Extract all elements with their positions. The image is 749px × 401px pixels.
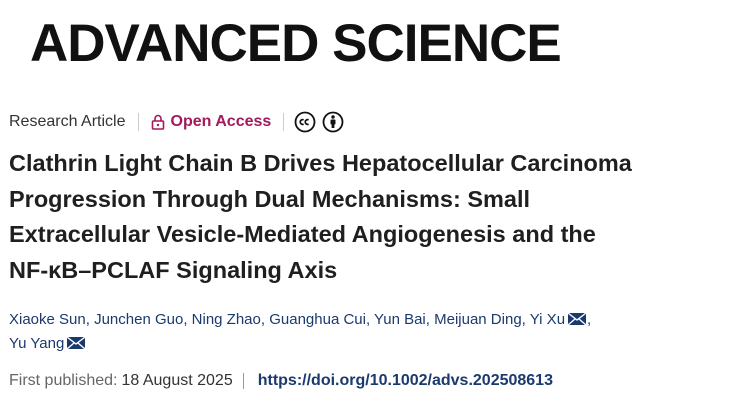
author-name: Xiaoke Sun bbox=[9, 311, 86, 328]
author-name: Junchen Guo bbox=[94, 311, 184, 328]
author[interactable]: Guanghua Cui bbox=[269, 311, 366, 328]
publication-info: First published: 18 August 2025 https://… bbox=[9, 372, 553, 390]
author-line: Yu Yang bbox=[9, 332, 591, 356]
author[interactable]: Yu Yang bbox=[9, 335, 86, 352]
published-date: 18 August 2025 bbox=[122, 373, 244, 389]
author-name: Meijuan Ding bbox=[434, 311, 522, 328]
author[interactable]: Xiaoke Sun bbox=[9, 311, 86, 328]
open-access-label: Open Access bbox=[170, 113, 272, 130]
article-title: Clathrin Light Chain B Drives Hepatocell… bbox=[9, 146, 632, 288]
author-name: Yi Xu bbox=[529, 311, 566, 328]
title-line: Clathrin Light Chain B Drives Hepatocell… bbox=[9, 150, 632, 176]
author-separator: , bbox=[260, 311, 266, 328]
article-meta: Research Article Open Access bbox=[9, 110, 344, 134]
author-name: Guanghua Cui bbox=[269, 311, 366, 328]
author-separator: , bbox=[521, 311, 526, 328]
cc-icon bbox=[294, 111, 316, 133]
author-separator: , bbox=[365, 311, 371, 328]
title-line: NF-κB–PCLAF Signaling Axis bbox=[9, 256, 338, 283]
author-separator: , bbox=[85, 311, 90, 328]
title-line: Extracellular Vesicle-Mediated Angiogene… bbox=[9, 221, 596, 247]
envelope-flap bbox=[66, 336, 86, 350]
author-separator: , bbox=[425, 311, 430, 328]
author-list: Xiaoke Sun, Junchen Guo, Ning Zhao, Guan… bbox=[9, 308, 591, 356]
author[interactable]: Meijuan Ding bbox=[434, 311, 522, 328]
open-access[interactable]: Open Access bbox=[139, 113, 285, 131]
author[interactable]: Yi Xu bbox=[530, 311, 587, 328]
email-icon[interactable] bbox=[66, 336, 86, 350]
lock-icon bbox=[151, 114, 164, 130]
article-type: Research Article bbox=[9, 113, 139, 131]
author-separator: , bbox=[587, 311, 592, 328]
author-line: Xiaoke Sun, Junchen Guo, Ning Zhao, Guan… bbox=[9, 308, 591, 332]
author[interactable]: Ning Zhao bbox=[192, 311, 261, 328]
email-icon[interactable] bbox=[567, 312, 587, 326]
published-label: First published: bbox=[9, 372, 118, 389]
author[interactable]: Junchen Guo bbox=[94, 311, 183, 328]
author-name: Yun Bai bbox=[374, 311, 426, 328]
author[interactable]: Yun Bai bbox=[374, 311, 426, 328]
license-icons[interactable] bbox=[284, 111, 344, 133]
author-name: Yu Yang bbox=[9, 335, 65, 352]
doi-link[interactable]: https://doi.org/10.1002/advs.202508613 bbox=[257, 372, 553, 389]
envelope-flap bbox=[567, 312, 587, 326]
by-icon bbox=[322, 111, 344, 133]
title-line: Progression Through Dual Mechanisms: Sma… bbox=[9, 185, 531, 212]
author-separator: , bbox=[183, 311, 188, 328]
author-name: Ning Zhao bbox=[191, 311, 261, 328]
journal-logo[interactable]: ADVANCED SCIENCE bbox=[30, 14, 562, 73]
